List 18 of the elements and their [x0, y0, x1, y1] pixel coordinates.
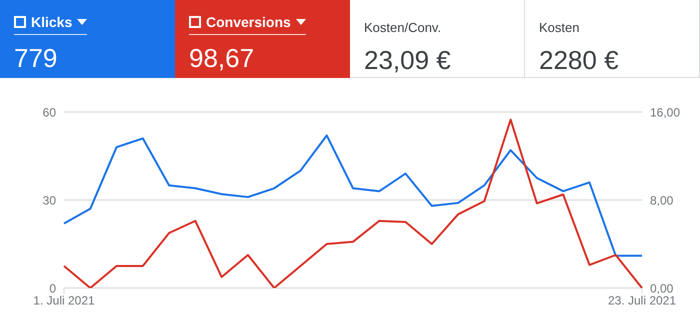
y2-tick-label: 8,00 [650, 193, 674, 208]
text: 2280 € [539, 45, 620, 76]
text: 98,67 [189, 43, 256, 74]
x-tick-label: 23. Juli 2021 [608, 294, 676, 308]
text: 23,09 € [364, 45, 452, 76]
line-series [63, 118, 643, 288]
legend-label: Klicks [31, 14, 72, 30]
y2-tick-label: 16,00 [650, 105, 680, 120]
legend-label: Conversions [206, 14, 291, 30]
x-tick-label: 1. Juli 2021 [33, 294, 96, 308]
y2-tick-label: 0,00 [650, 281, 674, 296]
text: Kosten/Conv. [364, 20, 442, 35]
y-tick-label: 60 [42, 105, 56, 120]
y-tick-label: 0 [49, 281, 56, 296]
text: Kosten [539, 20, 580, 35]
line-series [63, 134, 643, 257]
text: 779 [14, 43, 58, 74]
y-tick-label: 30 [42, 193, 56, 208]
